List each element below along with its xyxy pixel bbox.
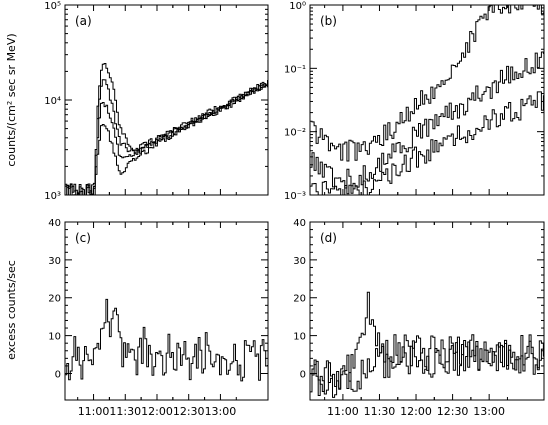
- y-tick-label: 30: [293, 256, 306, 267]
- series-3-line: [310, 91, 544, 195]
- panel-label: (d): [320, 231, 337, 245]
- x-tick-label: 11:00: [78, 405, 110, 418]
- axes-frame: [309, 221, 545, 401]
- panel-label: (c): [75, 231, 91, 245]
- series-2-line: [310, 334, 544, 398]
- traces: [65, 63, 268, 195]
- series-1-line: [310, 291, 544, 393]
- series-1-line: [310, 5, 544, 162]
- x-tick-label: 12:30: [173, 405, 205, 418]
- y-tick-label: 40: [48, 218, 61, 229]
- x-tick-label: 12:00: [141, 405, 173, 418]
- axes-frame: [64, 221, 269, 401]
- y-tick-label: 20: [48, 294, 61, 305]
- traces: [65, 298, 268, 382]
- panel-a: 10³ 10⁴ 10⁵ (a) counts/(cm² sec sr MeV): [5, 1, 269, 202]
- traces: [310, 291, 544, 398]
- y-axis-label: counts/(cm² sec sr MeV): [5, 33, 18, 166]
- y-tick-label: 10⁻¹: [284, 64, 306, 75]
- y-axis-label: excess counts/sec: [5, 260, 18, 360]
- series-1-line: [65, 298, 268, 382]
- x-tick-label: 13:00: [205, 405, 237, 418]
- x-tick-label: 13:00: [473, 405, 505, 418]
- y-tick-label: 10⁻³: [284, 191, 306, 202]
- x-tick-label: 11:30: [109, 405, 141, 418]
- traces: [310, 5, 544, 195]
- y-tick-label: 10⁵: [44, 1, 61, 12]
- y-tick-label: 0: [300, 369, 306, 380]
- y-tick-label: 40: [293, 218, 306, 229]
- y-tick-label: 30: [48, 256, 61, 267]
- y-tick-label: 0: [55, 369, 61, 380]
- x-tick-label: 11:00: [327, 405, 359, 418]
- axes-frame: [309, 4, 545, 196]
- y-tick-label: 10³: [44, 191, 61, 202]
- y-tick-label: 10⁰: [289, 1, 306, 12]
- y-tick-label: 10: [293, 332, 306, 343]
- y-tick-label: 10: [48, 332, 61, 343]
- series-4-line: [65, 84, 268, 195]
- x-tick-label: 12:30: [437, 405, 469, 418]
- series-2-line: [310, 51, 544, 190]
- panel-label: (a): [75, 14, 92, 28]
- panel-b: 10⁻³ 10⁻² 10⁻¹ 10⁰ (b): [284, 1, 545, 202]
- y-tick-label: 20: [293, 294, 306, 305]
- panel-d: 11:00 11:30 12:00 12:30 13:00 0 10 20 30 40 (d): [293, 218, 545, 418]
- x-tick-label: 12:00: [400, 405, 432, 418]
- y-tick-label: 10⁴: [44, 96, 61, 107]
- y-tick-label: 10⁻²: [284, 128, 306, 139]
- x-tick-label: 11:30: [364, 405, 396, 418]
- panel-label: (b): [320, 14, 337, 28]
- panel-c: 11:00 11:30 12:00 12:30 13:00 0 10 20 30 40 (c) exc…: [5, 218, 269, 418]
